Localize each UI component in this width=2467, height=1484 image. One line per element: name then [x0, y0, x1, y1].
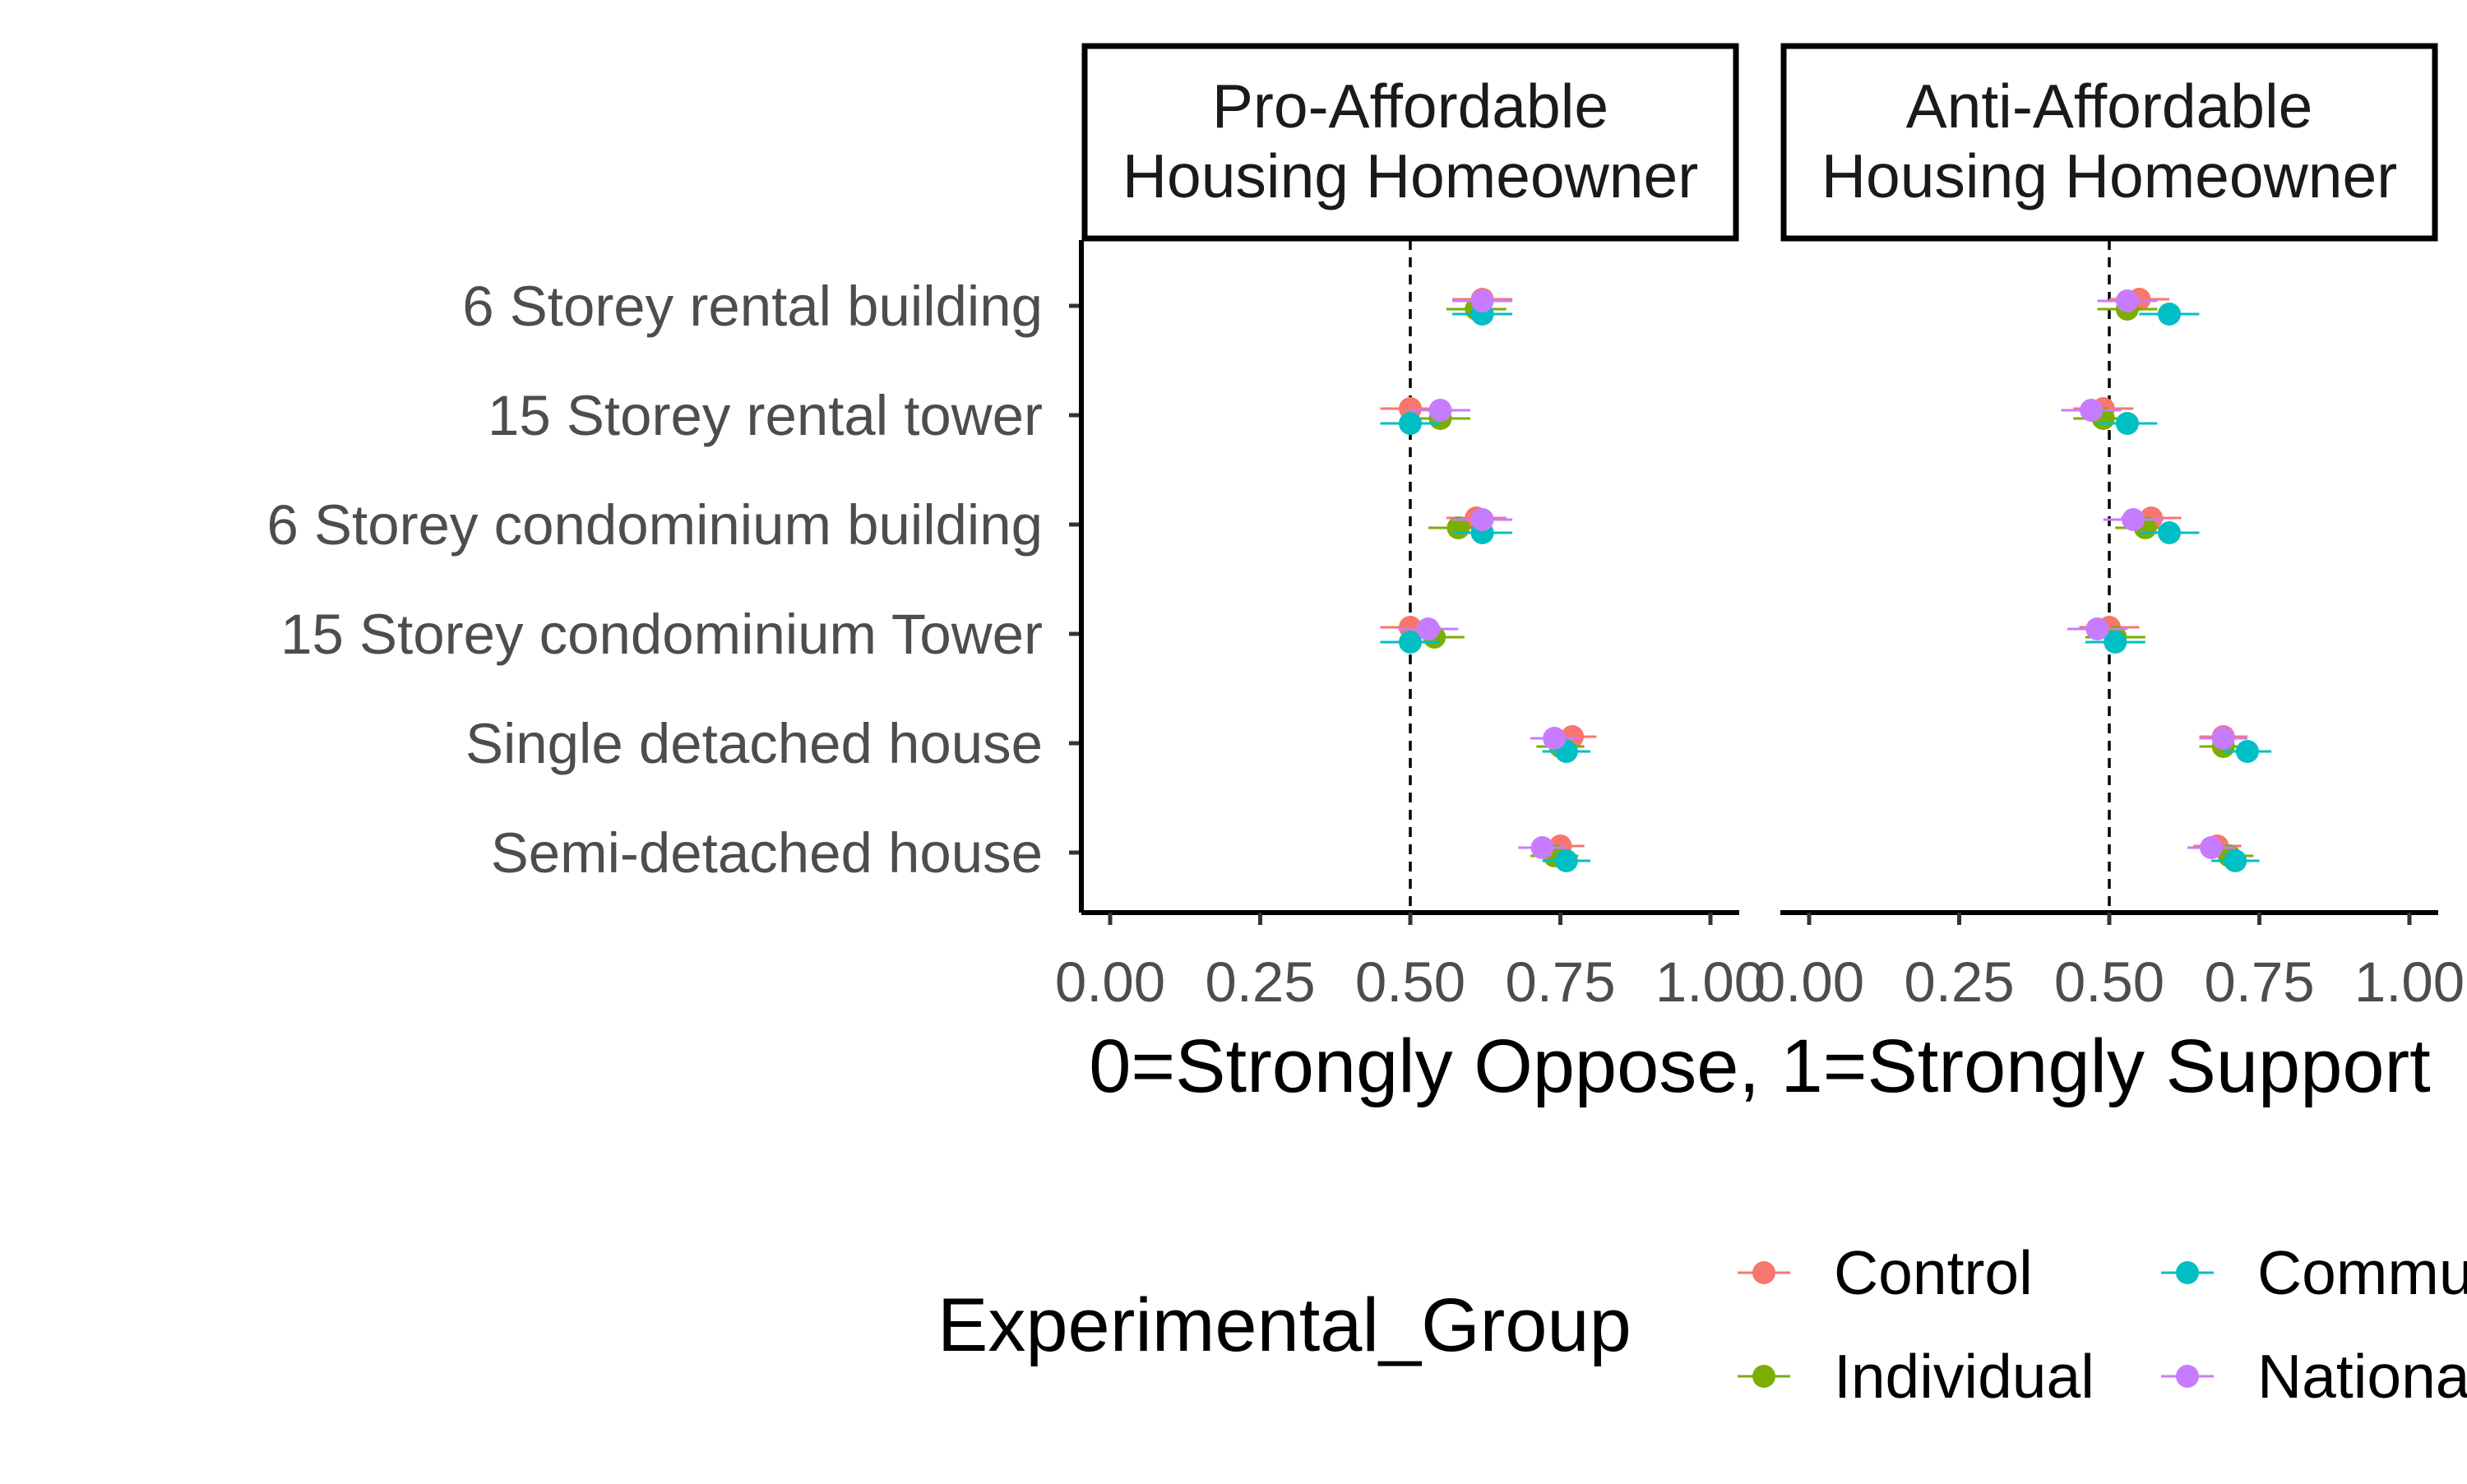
x-axis-title: 0=Strongly Oppose, 1=Strongly Support	[1089, 1024, 2430, 1108]
x-tick-label: 0.75	[1505, 950, 1615, 1014]
legend-key-point	[1752, 1261, 1775, 1284]
x-axis: 0.00 0.25 0.50 0.75 1.000.00 0.25 0.50 0.75 1.00	[1055, 913, 2465, 1014]
data-point	[1399, 412, 1422, 435]
data-point	[1470, 289, 1494, 312]
data-point	[1399, 631, 1422, 654]
facet-strip-label: Pro-Affordable	[1212, 72, 1608, 141]
category-label: 6 Storey condominium building	[266, 493, 1043, 557]
x-tick-label: 1.00	[2354, 950, 2465, 1014]
category-label: Single detached house	[465, 712, 1043, 775]
legend-label: Control	[1834, 1238, 2033, 1307]
data-point	[2158, 303, 2181, 326]
legend: Experimental_Group Control Individual Commu…	[937, 1238, 2467, 1411]
legend-item: Community	[2161, 1238, 2467, 1307]
data-point	[2080, 399, 2104, 422]
legend-key-point	[2176, 1365, 2199, 1388]
legend-title: Experimental_Group	[937, 1283, 1632, 1367]
data-point	[2211, 727, 2235, 750]
legend-label: National	[2257, 1342, 2467, 1411]
category-labels: 6 Storey rental building 15 Storey rental…	[266, 275, 1081, 885]
x-tick-label: 0.25	[1904, 950, 2014, 1014]
data-point	[2122, 508, 2145, 531]
data-point	[1543, 727, 1567, 750]
data-point	[1470, 508, 1494, 531]
facet-strip-box	[1780, 43, 2438, 242]
x-tick-label: 0.50	[2054, 950, 2164, 1014]
x-tick-label: 1.00	[1655, 950, 1766, 1014]
legend-key-point	[1752, 1365, 1775, 1388]
data-point	[2158, 521, 2181, 544]
facet-strip-label: Anti-Affordable	[1906, 72, 2313, 141]
facet-strip-label: Housing Homeowner	[1122, 141, 1698, 210]
x-tick-label: 0.00	[1055, 950, 1165, 1014]
data-point	[1530, 836, 1554, 859]
x-tick-label: 0.00	[1754, 950, 1864, 1014]
data-point	[2115, 289, 2139, 312]
data-point	[2224, 849, 2247, 872]
legend-item: Individual	[1738, 1342, 2094, 1411]
data-point	[1416, 617, 1440, 640]
legend-key-point	[2176, 1261, 2199, 1284]
facet-strip-label: Housing Homeowner	[1821, 141, 2397, 210]
category-label: 6 Storey rental building	[462, 275, 1043, 338]
data-point	[2200, 836, 2224, 859]
legend-item: Control	[1738, 1238, 2033, 1307]
legend-label: Individual	[1834, 1342, 2094, 1411]
category-label: Semi-detached house	[491, 821, 1043, 885]
category-label: 15 Storey condominium Tower	[280, 603, 1043, 666]
x-tick-label: 0.75	[2204, 950, 2314, 1014]
data-point	[2104, 631, 2127, 654]
data-point	[2115, 412, 2139, 435]
legend-item: National	[2161, 1342, 2467, 1411]
x-tick-label: 0.50	[1355, 950, 1465, 1014]
data-point	[1428, 399, 1452, 422]
category-label: 15 Storey rental tower	[488, 384, 1043, 447]
x-tick-label: 0.25	[1205, 950, 1315, 1014]
data-point	[2085, 617, 2109, 640]
data-point	[2235, 740, 2259, 763]
legend-label: Community	[2257, 1238, 2467, 1307]
facet-panels	[1079, 240, 2438, 915]
data-point	[1554, 849, 1578, 872]
facet-strip-box	[1081, 43, 1739, 242]
